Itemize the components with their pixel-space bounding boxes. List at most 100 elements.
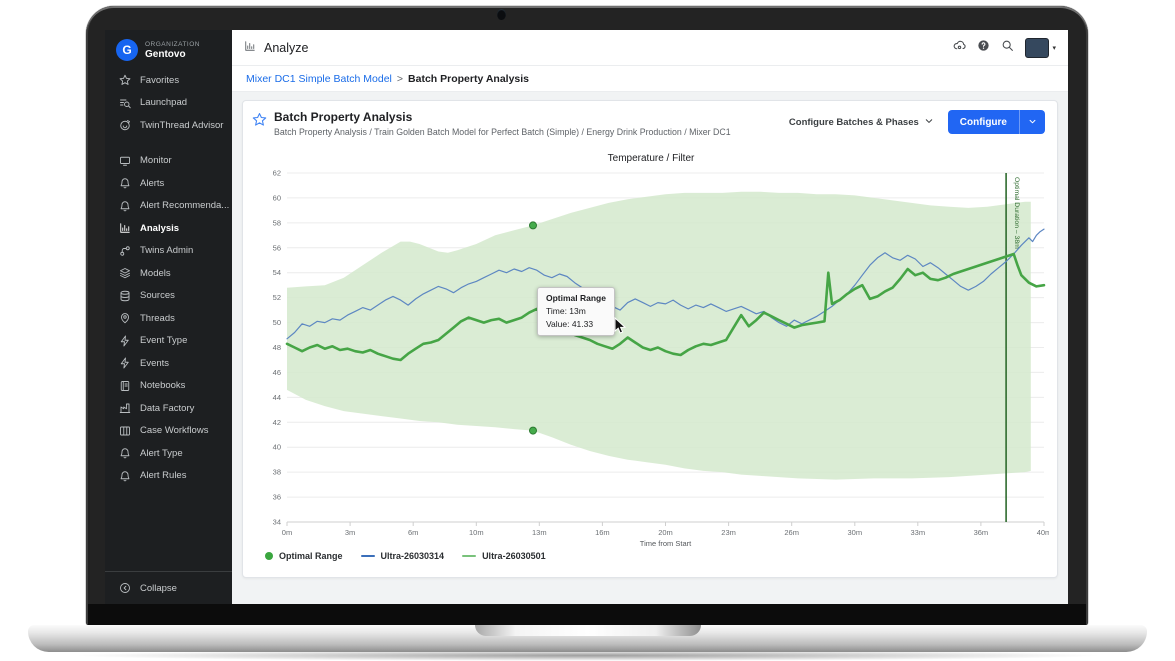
notebook-icon [119, 380, 131, 392]
y-tick-label: 40 [273, 443, 281, 452]
series-line-Ultra-26030501[interactable] [285, 252, 1046, 362]
card-subtitle: Batch Property Analysis / Train Golden B… [274, 127, 731, 137]
legend-line-swatch [462, 554, 477, 558]
sidebar-item-label: Launchpad [140, 97, 188, 109]
x-tick-label: 23m [721, 528, 736, 537]
sidebar-item-label: Event Type [140, 335, 188, 347]
tooltip-value: Value: 41.33 [546, 318, 594, 329]
sidebar-item-label: Sources [140, 290, 175, 302]
sidebar-footer: Collapse [105, 571, 232, 604]
monitor-icon [119, 155, 131, 167]
tooltip-time: Time: 13m [546, 305, 586, 316]
bell-icon [119, 200, 131, 212]
sidebar-item-events[interactable]: Events [105, 352, 232, 375]
collapse-button[interactable]: Collapse [105, 572, 232, 604]
breadcrumb-link[interactable]: Mixer DC1 Simple Batch Model [246, 72, 392, 85]
user-menu[interactable]: ▾ [1025, 37, 1056, 58]
sidebar-item-case-workflows[interactable]: Case Workflows [105, 420, 232, 443]
laptop-bezel-chin [88, 604, 1086, 625]
sidebar-item-data-factory[interactable]: Data Factory [105, 397, 232, 420]
sidebar-item-alert-rules[interactable]: Alert Rules [105, 465, 232, 488]
analyze-chart-icon [244, 39, 256, 57]
chevron-down-icon [924, 116, 934, 129]
x-tick-label: 20m [658, 528, 673, 537]
optimal-range-band [287, 191, 1031, 480]
sidebar-nav: Favorites Launchpad TwinThread Advisor Moni… [105, 69, 232, 487]
legend-item-optimal-range[interactable]: Optimal Range [265, 551, 343, 561]
org-switcher[interactable]: G ORGANIZATION Gentovo [105, 30, 232, 69]
help-icon[interactable] [977, 39, 990, 57]
bolt-icon [119, 335, 131, 347]
sidebar-item-threads[interactable]: Threads [105, 307, 232, 330]
laptop-base [28, 625, 1147, 652]
y-tick-label: 60 [273, 193, 281, 202]
sidebar-item-sources[interactable]: Sources [105, 285, 232, 308]
sidebar-item-label: Twins Admin [140, 245, 194, 257]
x-tick-label: 0m [282, 528, 292, 537]
legend-dot-swatch [265, 552, 273, 560]
sidebar-item-alert-recommenda[interactable]: Alert Recommenda... [105, 195, 232, 218]
favorite-star-icon[interactable] [252, 112, 267, 127]
cast-icon[interactable] [953, 39, 967, 57]
sidebar-item-label: Events [140, 357, 170, 369]
x-tick-label: 26m [784, 528, 799, 537]
y-tick-label: 44 [273, 393, 281, 402]
sidebar-item-event-type[interactable]: Event Type [105, 330, 232, 353]
sidebar-item-launchpad[interactable]: Launchpad [105, 92, 232, 115]
org-label: ORGANIZATION [145, 40, 200, 48]
configure-button[interactable]: Configure [947, 110, 1045, 134]
sidebar-item-twins-admin[interactable]: Twins Admin [105, 240, 232, 263]
sidebar-item-notebooks[interactable]: Notebooks [105, 375, 232, 398]
avatar [1025, 37, 1050, 58]
sidebar-item-alerts[interactable]: Alerts [105, 172, 232, 195]
y-tick-label: 34 [273, 518, 281, 527]
chart-area: Temperature / Filter 34 36 38 40 42 44 46 48 50 52… [251, 149, 1052, 548]
sidebar-item-twinthread-advisor[interactable]: TwinThread Advisor [105, 114, 232, 137]
sidebar-item-monitor[interactable]: Monitor [105, 150, 232, 173]
y-tick-label: 62 [273, 169, 281, 178]
sidebar-item-alert-type[interactable]: Alert Type [105, 442, 232, 465]
collapse-icon [119, 582, 131, 594]
legend-label: Ultra-26030314 [380, 551, 445, 561]
pin-icon [119, 312, 131, 324]
card-title: Batch Property Analysis [274, 110, 413, 124]
x-tick-label: 10m [469, 528, 484, 537]
legend-item-ultra-26030501[interactable]: Ultra-26030501 [462, 551, 546, 561]
legend-item-ultra-26030314[interactable]: Ultra-26030314 [360, 551, 445, 561]
marker-dot[interactable] [529, 426, 537, 435]
y-tick-label: 54 [273, 268, 281, 277]
sidebar-item-analysis[interactable]: Analysis [105, 217, 232, 240]
sidebar-item-favorites[interactable]: Favorites [105, 69, 232, 92]
sidebar: G ORGANIZATION Gentovo Favorites Launchpa… [105, 30, 232, 604]
x-tick-label: 6m [408, 528, 418, 537]
search-icon[interactable] [1001, 39, 1014, 57]
sidebar-item-label: Alert Recommenda... [140, 200, 230, 212]
breadcrumb-current: Batch Property Analysis [408, 72, 530, 85]
layers-icon [119, 267, 131, 279]
legend-label: Optimal Range [279, 551, 343, 561]
x-tick-label: 33m [911, 528, 926, 537]
sidebar-item-models[interactable]: Models [105, 262, 232, 285]
x-tick-label: 36m [974, 528, 989, 537]
y-tick-label: 42 [273, 418, 281, 427]
series-line-Ultra-26030314[interactable] [286, 228, 1045, 340]
configure-batches-phases-button[interactable]: Configure Batches & Phases [789, 116, 934, 129]
analysis-card: Batch Property Analysis Batch Property A… [242, 100, 1058, 578]
sidebar-item-label: Monitor [140, 155, 172, 167]
marker-dot[interactable] [529, 221, 537, 230]
x-tick-label: 16m [595, 528, 610, 537]
sidebar-item-label: Case Workflows [140, 425, 209, 437]
chart-title: Temperature / Filter [608, 153, 695, 164]
batch-chart[interactable]: Temperature / Filter 34 36 38 40 42 44 46 48 50 52… [251, 149, 1052, 548]
y-tick-label: 52 [273, 293, 281, 302]
main-area: Analyze ▾ Mixer DC1 Simple Batch Model >… [232, 30, 1068, 604]
bell-icon [119, 177, 131, 189]
sidebar-item-label: Favorites [140, 74, 180, 86]
sidebar-item-label: Models [140, 267, 171, 279]
topbar: Analyze ▾ [232, 30, 1068, 66]
chevron-down-icon [1028, 113, 1037, 131]
factory-icon [119, 402, 131, 414]
configure-dropdown-toggle[interactable] [1019, 110, 1045, 134]
mouse-cursor [614, 317, 627, 334]
sidebar-group-gap [105, 137, 232, 150]
